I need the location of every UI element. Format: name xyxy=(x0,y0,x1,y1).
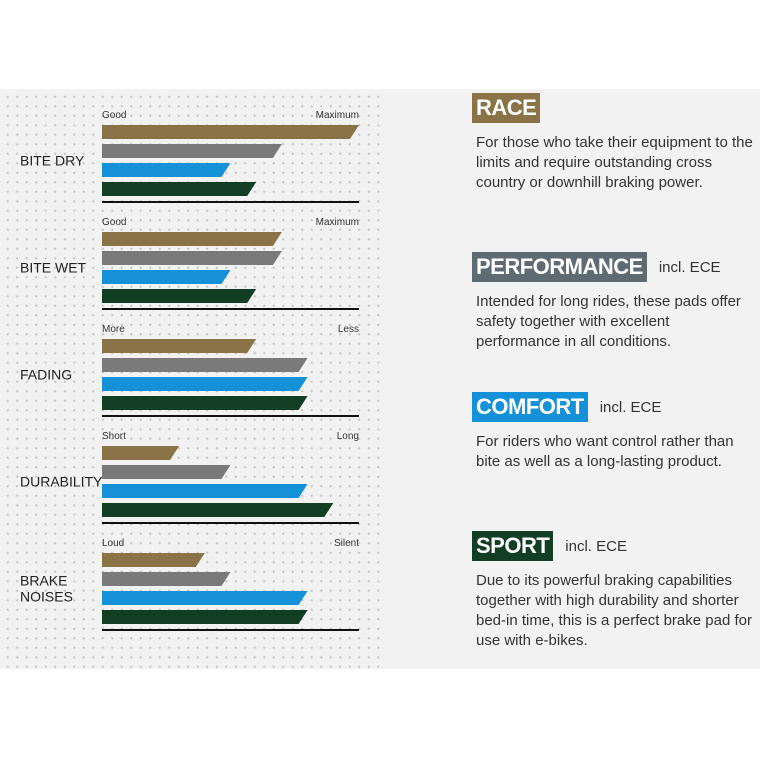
legend-item-comfort: COMFORT incl. ECE For riders who want co… xyxy=(472,392,756,472)
bar-brake-noises-comfort xyxy=(102,591,308,605)
range-low-label-durability: Short xyxy=(102,431,126,442)
range-high-label-bite-wet: Maximum xyxy=(316,217,359,228)
bar-bite-wet-sport xyxy=(102,289,257,303)
bar-fading-performance xyxy=(102,358,308,372)
bar-fading-race xyxy=(102,339,257,353)
bar-durability-sport xyxy=(102,503,334,517)
range-high-label-brake-noises: Silent xyxy=(334,538,359,549)
bar-bite-dry-race xyxy=(102,125,359,139)
legend-badge-performance: PERFORMANCE xyxy=(472,252,647,282)
legend-description-race: For those who take their equipment to th… xyxy=(476,134,753,191)
legend-note-sport: incl. ECE xyxy=(565,537,627,555)
bar-durability-race xyxy=(102,446,180,460)
legend-note-comfort: incl. ECE xyxy=(599,398,662,416)
bar-durability-comfort xyxy=(102,484,308,498)
legend-badge-race: RACE xyxy=(472,93,541,123)
bar-fading-comfort xyxy=(102,377,308,391)
legend-item-race: RACE For those who take their equipment … xyxy=(472,93,756,193)
range-low-label-fading: More xyxy=(102,324,125,335)
metric-label-brake-noises-0: BRAKE xyxy=(20,573,67,589)
legend-description-performance: Intended for long rides, these pads offe… xyxy=(476,293,741,350)
metric-label-bite-wet: BITE WET xyxy=(20,260,87,276)
metric-label-bite-dry: BITE DRY xyxy=(20,153,85,169)
brake-pad-comparison-chart: Good Maximum BITE DRY Good Maximum BITE WET Mo… xyxy=(20,110,359,631)
bar-brake-noises-performance xyxy=(102,572,231,586)
bar-brake-noises-race xyxy=(102,553,205,567)
bar-brake-noises-sport xyxy=(102,610,308,624)
bar-bite-dry-performance xyxy=(102,144,282,158)
bar-bite-dry-sport xyxy=(102,182,257,196)
bar-bite-wet-comfort xyxy=(102,270,231,284)
legend-description-comfort: For riders who want control rather than … xyxy=(476,433,734,470)
legend-item-sport: SPORT incl. ECE Due to its powerful brak… xyxy=(472,531,756,651)
metric-label-fading: FADING xyxy=(20,367,72,383)
bar-fading-sport xyxy=(102,396,308,410)
bar-bite-wet-race xyxy=(102,232,282,246)
legend-description-sport: Due to its powerful braking capabilities… xyxy=(476,572,752,649)
metric-label-brake-noises-1: NOISES xyxy=(20,589,73,605)
metric-label-durability: DURABILITY xyxy=(20,474,103,490)
range-low-label-bite-wet: Good xyxy=(102,217,126,228)
bar-bite-dry-comfort xyxy=(102,163,231,177)
range-high-label-durability: Long xyxy=(337,431,359,442)
bar-durability-performance xyxy=(102,465,231,479)
legend-note-performance: incl. ECE xyxy=(658,258,721,276)
legend-item-performance: PERFORMANCE incl. ECE Intended for long … xyxy=(472,252,756,352)
range-high-label-fading: Less xyxy=(338,324,359,335)
range-high-label-bite-dry: Maximum xyxy=(316,110,359,121)
legend-badge-sport: SPORT xyxy=(472,531,554,561)
legend-badge-comfort: COMFORT xyxy=(472,392,588,422)
range-low-label-brake-noises: Loud xyxy=(102,538,124,549)
bar-bite-wet-performance xyxy=(102,251,282,265)
range-low-label-bite-dry: Good xyxy=(102,110,126,121)
